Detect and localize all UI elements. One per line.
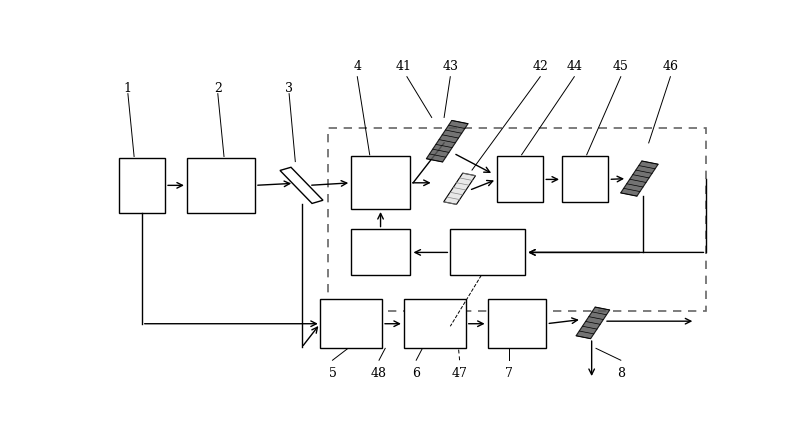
Polygon shape bbox=[426, 120, 468, 162]
Bar bbox=[351, 157, 410, 209]
Polygon shape bbox=[444, 173, 475, 204]
Text: 7: 7 bbox=[506, 367, 513, 380]
Bar bbox=[562, 157, 608, 202]
Bar bbox=[487, 299, 546, 348]
Bar bbox=[328, 127, 706, 311]
Text: 4: 4 bbox=[354, 60, 362, 73]
Bar bbox=[351, 229, 410, 275]
Text: 48: 48 bbox=[371, 367, 387, 380]
Text: 42: 42 bbox=[532, 60, 548, 73]
Bar bbox=[450, 229, 525, 275]
Text: 1: 1 bbox=[124, 82, 132, 95]
Text: 6: 6 bbox=[412, 367, 420, 380]
Text: 46: 46 bbox=[662, 60, 678, 73]
Text: 41: 41 bbox=[396, 60, 412, 73]
Polygon shape bbox=[621, 161, 658, 196]
Bar bbox=[320, 299, 382, 348]
Text: 44: 44 bbox=[566, 60, 582, 73]
Text: 2: 2 bbox=[214, 82, 222, 95]
Bar bbox=[187, 158, 255, 213]
Text: 47: 47 bbox=[452, 367, 467, 380]
Bar bbox=[404, 299, 466, 348]
Bar bbox=[497, 157, 543, 202]
Text: 45: 45 bbox=[613, 60, 629, 73]
Text: 3: 3 bbox=[285, 82, 293, 95]
Text: 43: 43 bbox=[442, 60, 458, 73]
Polygon shape bbox=[576, 307, 610, 339]
Text: 5: 5 bbox=[329, 367, 337, 380]
Polygon shape bbox=[280, 167, 323, 203]
Text: 8: 8 bbox=[617, 367, 625, 380]
Bar bbox=[118, 158, 165, 213]
